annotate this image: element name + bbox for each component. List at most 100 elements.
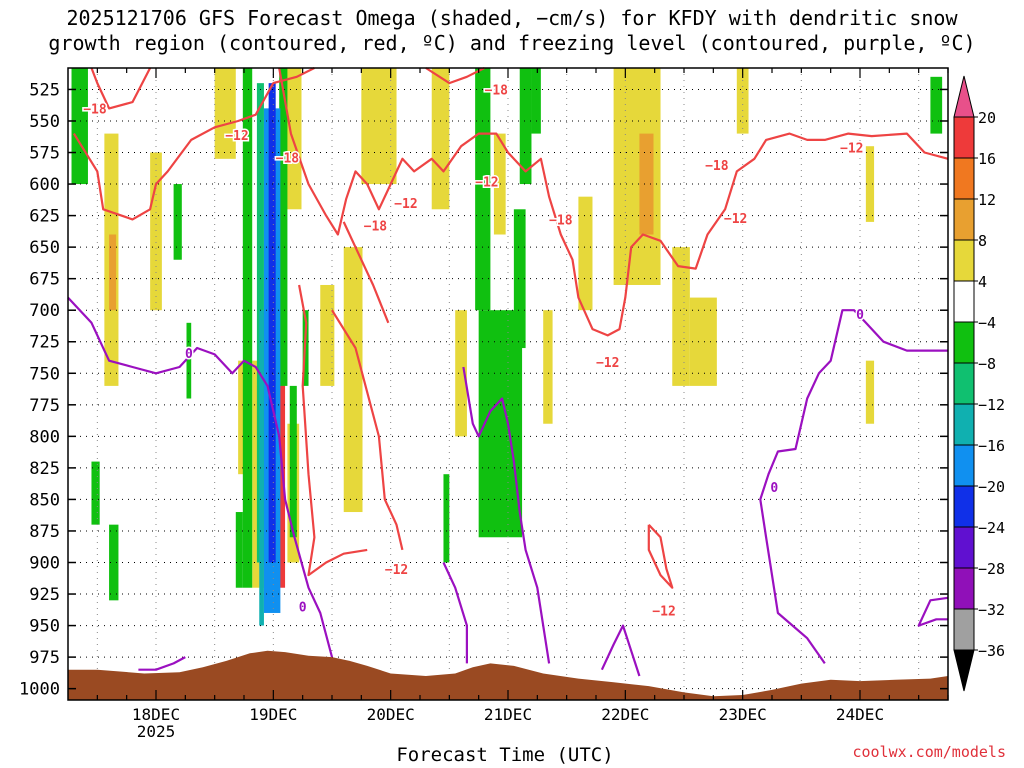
colorbar-label: −16 [978, 437, 1005, 455]
colorbar-label: 4 [978, 273, 987, 291]
omega-region [109, 524, 119, 601]
freezing-level-contour [442, 562, 468, 664]
contour-label: −12 [394, 197, 417, 212]
colorbar-label: −36 [978, 642, 1005, 660]
omega-region [519, 68, 532, 185]
x-tick-label: 24DEC [836, 705, 884, 724]
omega-region [431, 68, 450, 210]
dgz-temperature-contour [278, 67, 949, 337]
colorbar-bin [953, 403, 975, 446]
y-tick-label: 875 [29, 522, 60, 542]
contour-label-layer: −18 −12 −18 −12 −18 −12 −18 −18 −12 −18 −12 −12 −12 −… [82, 82, 866, 621]
x-axis-title: Forecast Time (UTC) [396, 744, 614, 766]
contour-label: −18 [276, 152, 300, 167]
colorbar-bin [953, 444, 975, 487]
y-tick-label: 750 [29, 364, 60, 384]
contour-label: 0 [770, 481, 778, 496]
colorbar-bin [953, 567, 975, 610]
freezing-level-contour [600, 624, 641, 677]
omega-region [443, 474, 450, 563]
omega-region [930, 76, 943, 134]
colorbar-label: −32 [978, 601, 1005, 619]
dgz-temperature-contour [647, 523, 674, 589]
omega-region [475, 68, 491, 311]
x-tick-label: 19DEC [249, 705, 297, 724]
omega-region [513, 209, 526, 349]
dgz-temperature-contour [342, 221, 390, 324]
colorbar-bin [953, 116, 975, 159]
x-tick-label: 21DEC [484, 705, 532, 724]
omega-region [71, 68, 88, 185]
dgz-temperature-contour [425, 67, 485, 85]
colorbar-label: −28 [978, 560, 1005, 578]
colorbar-label: −24 [978, 519, 1005, 537]
contour-layer [67, 67, 949, 677]
omega-shading-layer [71, 68, 943, 626]
colorbar-bin [953, 157, 975, 200]
y-tick-label: 825 [29, 459, 60, 479]
omega-region [186, 322, 192, 399]
chart-title-line1: 2025121706 GFS Forecast Omega (shaded, −… [66, 6, 958, 30]
freezing-level-contour [917, 596, 949, 627]
source-credit: coolwx.com/models [852, 743, 1006, 761]
freezing-level-contour [759, 309, 948, 665]
y-tick-label: 900 [29, 553, 60, 573]
y-tick-label: 850 [29, 490, 60, 510]
colorbar-bottom-arrow [953, 649, 975, 692]
x-tick-label: 20DEC [367, 705, 415, 724]
omega-region [150, 152, 162, 311]
y-tick-label: 650 [29, 238, 60, 258]
freezing-level-contour [462, 366, 551, 664]
colorbar: 20 16 12 8 4 −4 −8 −12 −16 −20 −24 −28 −32 −36 [953, 75, 1005, 692]
x-tick-label: 18DEC [132, 705, 180, 724]
omega-region [689, 297, 717, 386]
omega-region [109, 234, 117, 311]
contour-label: −12 [840, 141, 863, 156]
y-tick-label: 600 [29, 175, 60, 195]
omega-region [543, 310, 553, 424]
colorbar-bin [953, 526, 975, 569]
colorbar-label: 16 [978, 150, 996, 168]
x-tick-sublabel: 2025 [137, 722, 176, 741]
contour-label: −18 [485, 83, 509, 98]
contour-label: −18 [364, 220, 388, 235]
omega-region [736, 68, 749, 134]
y-tick-label: 675 [29, 270, 60, 290]
colorbar-label: 20 [978, 109, 996, 127]
colorbar-top-arrow [953, 75, 975, 118]
contour-label: −12 [596, 356, 619, 371]
contour-label: −12 [225, 129, 248, 144]
colorbar-label: 12 [978, 191, 996, 209]
y-tick-label: 700 [29, 301, 60, 321]
y-tick-label: 925 [29, 585, 60, 605]
omega-region [531, 68, 541, 134]
x-tick-label: 23DEC [719, 705, 767, 724]
y-tick-label: 975 [29, 648, 60, 668]
colorbar-bin [953, 485, 975, 528]
freezing-level-contour [67, 296, 334, 658]
terrain-surface [68, 650, 948, 700]
contour-label: −12 [652, 604, 675, 619]
colorbar-bin [953, 321, 975, 364]
omega-region [238, 360, 246, 475]
colorbar-bin [953, 362, 975, 405]
freezing-level-contour [138, 656, 186, 671]
y-tick-label: 1000 [19, 680, 60, 700]
contour-label: −12 [475, 176, 498, 191]
omega-region [672, 247, 690, 386]
omega-region [279, 68, 288, 386]
colorbar-bin [953, 280, 975, 323]
omega-region [289, 385, 297, 538]
omega-region [493, 133, 506, 235]
contour-label: −18 [549, 213, 573, 228]
y-axis: 525 550 575 600 625 650 675 700 725 750 775 800 825 8… [19, 80, 948, 700]
omega-region [268, 83, 276, 563]
y-tick-label: 800 [29, 427, 60, 447]
chart-title: 2025121706 GFS Forecast Omega (shaded, −… [0, 6, 1024, 56]
dgz-temperature-contour [72, 67, 315, 221]
y-tick-label: 775 [29, 396, 60, 416]
omega-region [320, 284, 335, 386]
contour-label: −18 [705, 159, 729, 174]
omega-region [639, 133, 654, 235]
